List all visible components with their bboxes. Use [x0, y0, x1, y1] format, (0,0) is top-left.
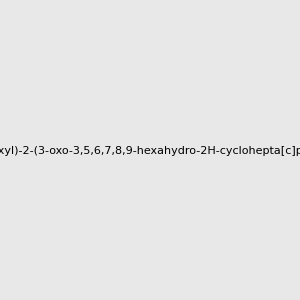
Text: N~1~-(1,5-dimethylhexyl)-2-(3-oxo-3,5,6,7,8,9-hexahydro-2H-cyclohepta[c]pyridazi: N~1~-(1,5-dimethylhexyl)-2-(3-oxo-3,5,6,…	[0, 146, 300, 157]
